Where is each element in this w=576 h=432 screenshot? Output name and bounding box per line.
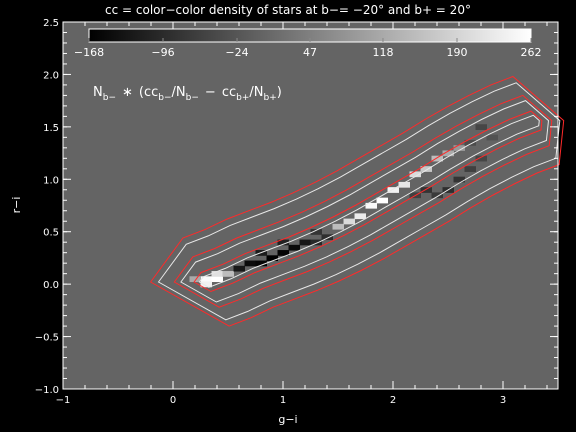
residual-cell [343, 218, 355, 225]
y-tick-label: 1.0 [43, 175, 59, 186]
residual-cell [464, 139, 476, 146]
colorbar-tick-label: −24 [225, 46, 248, 59]
residual-cell [475, 124, 487, 130]
residual-cell [189, 276, 201, 283]
residual-cell [486, 134, 498, 141]
y-tick-label: 2.5 [43, 18, 59, 29]
formula-num2: cc [222, 85, 236, 100]
residual-cell [354, 213, 366, 220]
colorbar-tick-label: 190 [446, 46, 467, 59]
residual-cell [420, 166, 432, 172]
y-tick-label: 0.0 [43, 280, 59, 291]
residual-cell [420, 187, 432, 193]
colorbar-tick-label: 47 [303, 46, 317, 59]
formula-num2-sub: b+ [236, 93, 249, 103]
residual-cell [244, 260, 256, 267]
x-axis-label: g−i [278, 413, 297, 426]
residual-cell [299, 239, 311, 246]
residual-cell [387, 187, 399, 193]
x-tick-label: 0 [170, 395, 176, 406]
y-axis-label: r−i [10, 197, 23, 214]
formula-den2: /N [249, 85, 263, 100]
residual-cell [453, 145, 465, 151]
residual-cell [398, 181, 410, 188]
contour-red-outer [149, 75, 565, 327]
residual-cell [431, 155, 443, 162]
contour-red-inner [193, 110, 543, 293]
residual-cell [453, 176, 465, 183]
residual-cell [255, 260, 267, 267]
axes [62, 21, 559, 390]
formula-prefix: N [93, 85, 103, 100]
residual-cell [288, 244, 300, 251]
residual-cell [266, 255, 278, 262]
residual-cell [211, 271, 223, 277]
formula-op: ∗ [122, 85, 133, 100]
residual-cell [277, 250, 289, 256]
x-tick-label: 2 [390, 395, 396, 406]
residual-cell [200, 281, 212, 288]
y-tick-label: 0.5 [43, 228, 59, 239]
x-tick-label: −1 [56, 395, 71, 406]
y-tick-label: −1.0 [35, 385, 59, 396]
colorbar-tick-label: 262 [521, 46, 542, 59]
residual-cell [332, 223, 344, 230]
x-tick-label: 3 [500, 395, 506, 406]
contour-red-mid [173, 94, 553, 308]
residual-cell [409, 171, 421, 178]
residual-cell [222, 271, 234, 277]
contour-white-outer [157, 82, 561, 321]
y-axis-ticks: −1.0 −0.5 0.0 0.5 1.0 1.5 2.0 2.5 [35, 18, 558, 396]
colorbar-tick-label: −96 [151, 46, 174, 59]
formula-paren-close: ) [277, 85, 282, 100]
formula-num1: cc [144, 85, 158, 100]
formula-den1-sub: b− [186, 93, 199, 103]
residual-cell [277, 239, 289, 246]
formula-den2-sub: b+ [264, 93, 277, 103]
residual-cell [464, 166, 476, 172]
formula-minus: − [205, 85, 216, 100]
plot-area [63, 22, 558, 389]
residual-cell [310, 239, 322, 246]
x-axis-ticks: −1 0 1 2 3 [56, 22, 548, 406]
formula-annotation: Nb− ∗ (ccb−/Nb− − ccb+/Nb+) [93, 85, 282, 103]
colorbar: −168 −96 −24 47 118 190 262 [74, 28, 542, 59]
chart-title: cc = color−color density of stars at b−=… [105, 3, 471, 17]
residual-cell [376, 197, 388, 204]
residual-cell [442, 150, 454, 157]
formula-prefix-sub: b− [103, 93, 116, 103]
plot-frame [62, 21, 559, 390]
residual-cell [233, 265, 245, 272]
residual-cell [200, 276, 212, 283]
residual-cell [211, 276, 223, 283]
x-tick-label: 1 [280, 395, 286, 406]
plot-background [63, 22, 558, 389]
colorbar-tick-label: −168 [74, 46, 104, 59]
residual-cell [365, 202, 377, 209]
formula-num1-sub: b− [158, 93, 171, 103]
formula-paren-open: ( [139, 85, 144, 100]
density-contours [149, 75, 565, 327]
formula-den1: /N [172, 85, 186, 100]
y-tick-label: 2.0 [43, 70, 59, 81]
residual-cell [310, 229, 322, 235]
residual-cell [431, 192, 443, 199]
contour-white-inner [198, 114, 540, 288]
y-tick-label: −0.5 [35, 333, 59, 344]
colorbar-tick-label: 118 [372, 46, 393, 59]
residual-cell [475, 155, 487, 162]
contour-white-mid [180, 100, 550, 303]
residual-cell [321, 234, 333, 241]
y-tick-label: 1.5 [43, 123, 59, 134]
